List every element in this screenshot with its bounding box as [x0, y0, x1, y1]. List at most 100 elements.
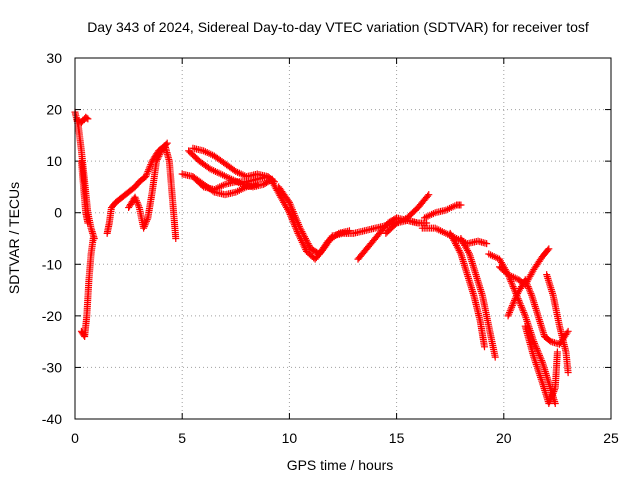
data-point: [483, 240, 491, 248]
data-point: [507, 277, 515, 285]
data-point: [516, 300, 524, 308]
data-point: [135, 202, 143, 210]
data-point: [535, 370, 543, 378]
data-point: [508, 279, 516, 287]
data-point: [145, 166, 153, 174]
data-point: [141, 221, 149, 229]
data-point: [506, 307, 514, 315]
data-point: [551, 400, 559, 408]
data-point: [142, 171, 150, 179]
data-point: [545, 245, 553, 253]
data-point: [89, 235, 97, 242]
data-point: [143, 169, 151, 177]
data-point: [549, 389, 557, 397]
data-point: [345, 227, 353, 235]
data-point: [505, 310, 513, 318]
data-point: [284, 207, 292, 215]
data-point: [530, 355, 538, 363]
data-point: [532, 360, 540, 368]
y-tick-label: 10: [46, 153, 62, 169]
grid: [74, 57, 612, 420]
data-point: [533, 362, 541, 370]
data-point: [140, 222, 148, 230]
data-point: [532, 343, 540, 351]
data-point: [142, 219, 150, 227]
y-tick-label: 20: [46, 102, 62, 118]
data-point: [131, 193, 139, 201]
data-point: [521, 310, 529, 318]
data-point: [506, 308, 514, 316]
x-tick-label: 25: [603, 430, 619, 446]
data-point: [531, 341, 539, 349]
data-point: [146, 162, 154, 170]
data-point: [526, 288, 534, 296]
data-point: [145, 164, 153, 172]
data-point: [163, 139, 171, 147]
data-point: [530, 338, 538, 346]
data-point: [156, 151, 164, 159]
data-point: [522, 277, 530, 285]
y-tick-label: -10: [42, 256, 62, 272]
data-point: [507, 305, 515, 313]
data-point: [523, 281, 531, 289]
data-point: [510, 298, 518, 306]
y-tick-label: -30: [42, 359, 62, 375]
chart-title: Day 343 of 2024, Sidereal Day-to-day VTE…: [87, 19, 589, 35]
data-point: [456, 248, 464, 256]
data-point: [525, 284, 533, 292]
y-tick-label: 0: [54, 205, 62, 221]
data-point: [423, 219, 431, 227]
plot-frame: [74, 57, 612, 420]
x-tick-label: 5: [178, 430, 186, 446]
data-point: [508, 281, 516, 289]
data-point: [154, 154, 162, 162]
x-tick-label: 10: [282, 430, 298, 446]
data-point: [510, 284, 518, 292]
data-point: [531, 339, 539, 347]
data-point: [424, 192, 432, 200]
data-point: [551, 386, 559, 394]
data-point: [504, 312, 512, 320]
data-point: [527, 290, 535, 298]
data-point: [83, 114, 91, 122]
data-point: [143, 216, 151, 224]
data-point: [546, 337, 554, 345]
data-point: [285, 209, 293, 217]
data-point: [152, 157, 160, 165]
x-axis-label: GPS time / hours: [287, 457, 394, 473]
data-point: [546, 396, 554, 404]
data-point: [140, 224, 148, 232]
data-point: [546, 398, 554, 406]
data-point: [545, 400, 553, 408]
data-point: [511, 296, 519, 304]
data-point: [142, 217, 150, 225]
data-point: [521, 276, 529, 284]
data-point: [547, 394, 555, 402]
data-point: [535, 350, 543, 358]
data-point: [84, 219, 92, 227]
data-point: [536, 353, 544, 361]
data-point: [524, 283, 532, 291]
data-point: [519, 307, 527, 315]
x-tick-label: 0: [71, 430, 79, 446]
y-tick-label: -40: [42, 411, 62, 427]
y-tick-label: -20: [42, 308, 62, 324]
data-point: [518, 303, 526, 311]
data-points: [71, 108, 572, 408]
data-point: [457, 201, 465, 209]
tick-labels: 0 5 10 15 20 25 -40 -30 -20 -10 0 10 20 30: [42, 50, 619, 446]
data-point: [523, 317, 531, 325]
data-point: [134, 200, 142, 208]
data-point: [548, 393, 556, 401]
data-point: [512, 293, 520, 301]
data-point: [508, 303, 516, 311]
data-point: [172, 235, 180, 242]
x-tick-label: 20: [496, 430, 512, 446]
data-point: [264, 173, 272, 181]
data-point: [538, 357, 546, 365]
data-point: [544, 246, 552, 254]
data-point: [526, 286, 534, 294]
data-point: [132, 195, 140, 203]
y-tick-label: 30: [46, 50, 62, 66]
